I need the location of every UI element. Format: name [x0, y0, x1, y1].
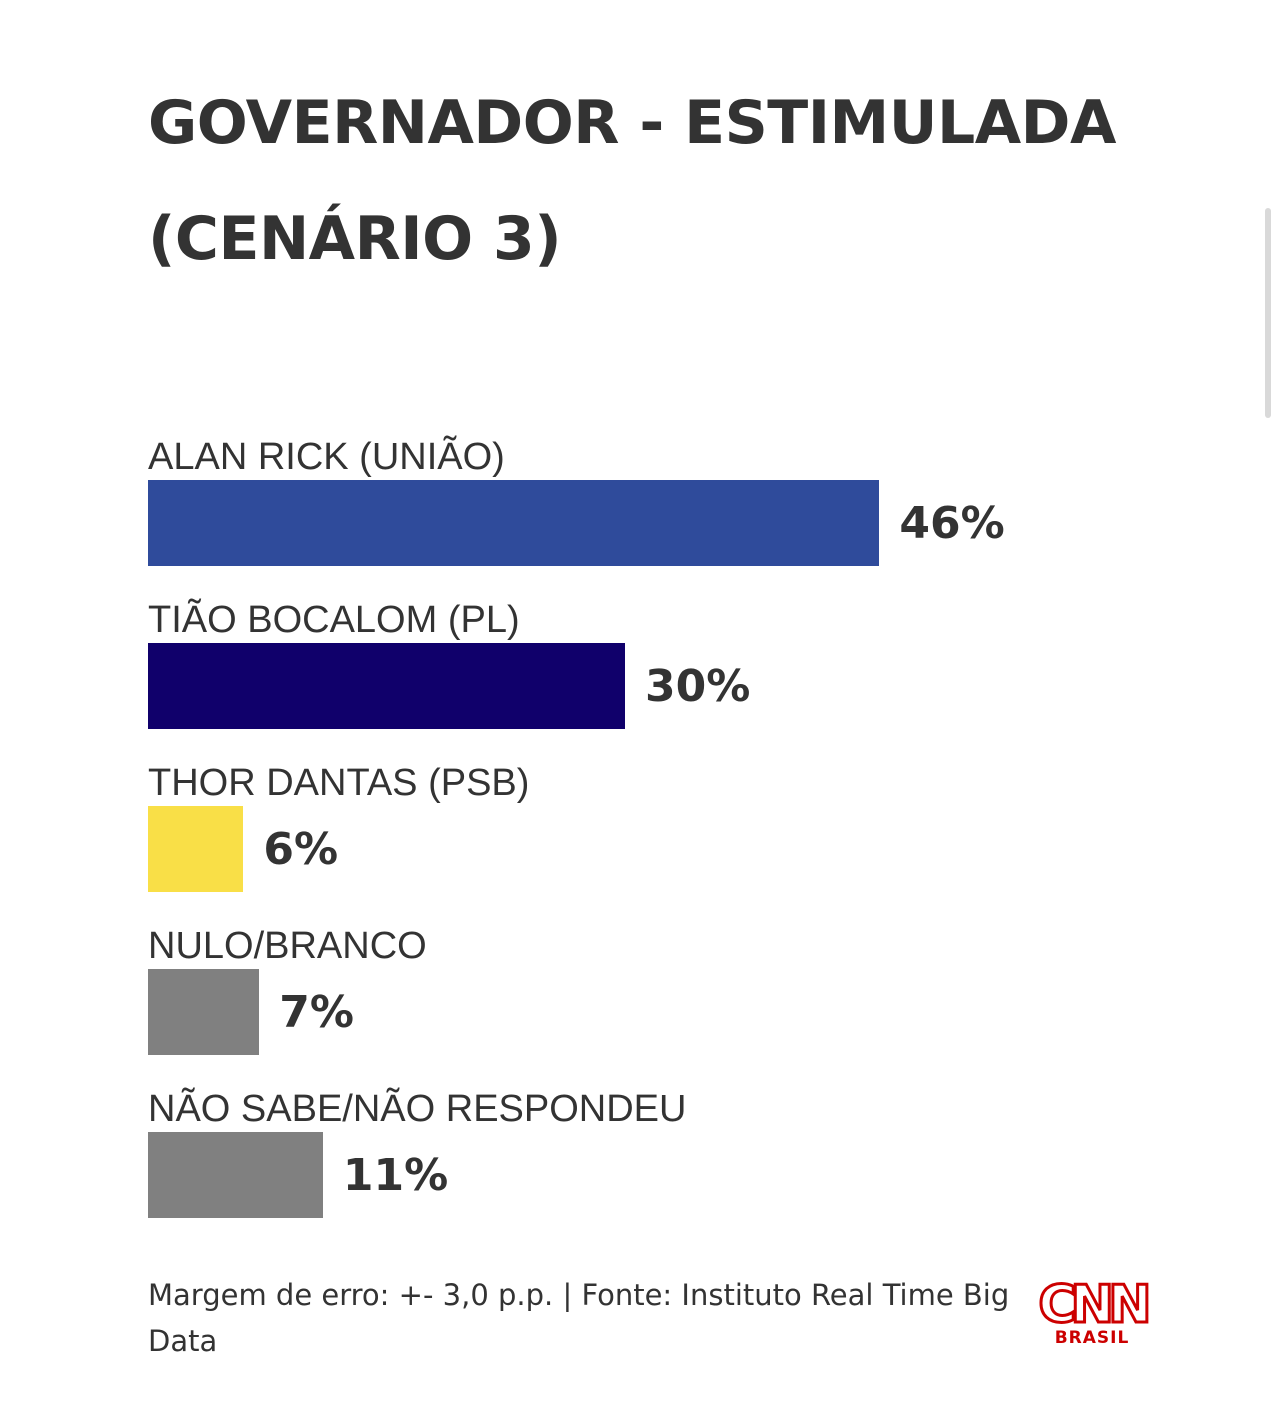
bar [148, 806, 244, 892]
data-label: 6% [263, 824, 339, 875]
cnn-logo: CNN [1037, 1274, 1150, 1337]
bar [148, 969, 260, 1055]
bar [148, 643, 625, 729]
category-label: NULO/BRANCO [148, 925, 427, 967]
chart-title-line-1: GOVERNADOR - ESTIMULADA [148, 88, 1116, 158]
data-label: 11% [342, 1150, 449, 1201]
category-label: TIÃO BOCALOM (PL) [148, 599, 520, 641]
bar [148, 480, 880, 566]
category-label: ALAN RICK (UNIÃO) [148, 436, 505, 478]
data-label: 46% [899, 498, 1005, 549]
source-note: Margem de erro: +- 3,0 p.p. | Fonte: Ins… [148, 1278, 1010, 1358]
cnn-logo-subtext: BRASIL [1054, 1328, 1130, 1348]
cnn-logo-text: CNN [1038, 1275, 1147, 1335]
category-label: NÃO SABE/NÃO RESPONDEU [148, 1088, 687, 1130]
category-label: THOR DANTAS (PSB) [148, 762, 530, 804]
scrollbar[interactable] [1265, 208, 1271, 418]
data-label: 7% [279, 987, 354, 1038]
bar [148, 1132, 323, 1218]
data-label: 30% [645, 661, 751, 712]
chart-title-line-2: (CENÁRIO 3) [148, 204, 562, 274]
